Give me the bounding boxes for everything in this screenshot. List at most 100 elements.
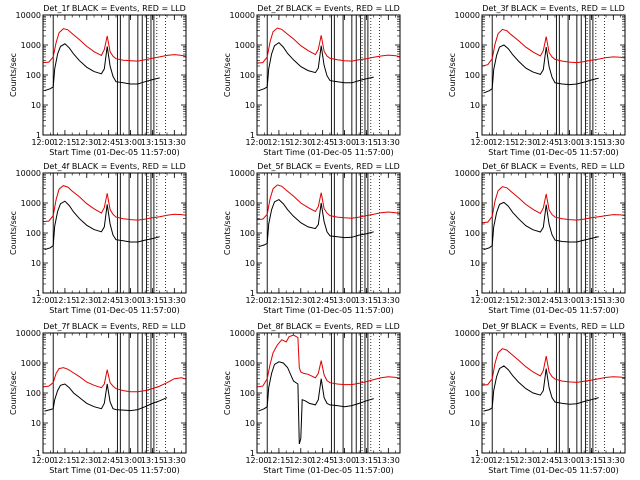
x-tick-label: 12:15 <box>492 456 515 465</box>
x-tick-label: 13:15 <box>141 138 164 147</box>
y-axis-label: Counts/sec <box>223 211 232 255</box>
chart-title: Det_2f BLACK = Events, RED = LLD <box>257 4 400 13</box>
lld-series-line <box>42 367 187 393</box>
y-tick-label: 10000 <box>455 169 480 178</box>
chart-panel: Det_4f BLACK = Events, RED = LLD Start Ti… <box>9 162 187 315</box>
x-tick-label: 12:30 <box>75 456 98 465</box>
x-tick-label: 13:15 <box>141 456 164 465</box>
x-tick-label: 12:15 <box>267 296 290 305</box>
y-tick-label: 1000 <box>235 41 255 50</box>
x-tick-label: 12:00 <box>245 138 268 147</box>
y-tick-label: 10 <box>245 101 255 110</box>
x-tick-label: 12:00 <box>245 456 268 465</box>
lld-series-line <box>256 184 401 221</box>
x-axis-label: Start Time (01-Dec-05 11:57:00) <box>49 306 180 315</box>
chart-panel: Det_8f BLACK = Events, RED = LLD Start Ti… <box>223 322 401 475</box>
y-tick-label: 1 <box>36 449 41 458</box>
y-tick-label: 100 <box>240 389 255 398</box>
y-tick-label: 10 <box>31 101 41 110</box>
lld-series-line <box>481 348 626 386</box>
plot-frame <box>42 172 187 294</box>
y-tick-label: 1 <box>475 289 480 298</box>
y-tick-label: 10000 <box>455 11 480 20</box>
x-tick-label: 12:00 <box>31 138 54 147</box>
x-axis-label: Start Time (01-Dec-05 11:57:00) <box>488 306 619 315</box>
y-tick-label: 10000 <box>16 11 41 20</box>
x-tick-label: 13:30 <box>602 456 625 465</box>
y-axis-label: Counts/sec <box>223 53 232 97</box>
chart-title: Det_3f BLACK = Events, RED = LLD <box>482 4 625 13</box>
x-tick-label: 12:45 <box>536 296 559 305</box>
x-axis-label: Start Time (01-Dec-05 11:57:00) <box>488 466 619 475</box>
plot-frame <box>42 332 187 454</box>
x-tick-label: 13:15 <box>580 456 603 465</box>
x-tick-label: 12:30 <box>75 138 98 147</box>
x-tick-label: 12:45 <box>311 456 334 465</box>
x-axis-label: Start Time (01-Dec-05 11:57:00) <box>488 148 619 157</box>
x-tick-label: 12:30 <box>289 456 312 465</box>
plot-frame <box>256 14 401 136</box>
events-series-line <box>44 43 160 92</box>
x-tick-label: 12:45 <box>97 456 120 465</box>
events-series-line <box>258 41 374 92</box>
x-tick-label: 13:30 <box>163 138 186 147</box>
x-axis-label: Start Time (01-Dec-05 11:57:00) <box>263 148 394 157</box>
chart-panel: Det_7f BLACK = Events, RED = LLD Start Ti… <box>9 322 187 475</box>
lld-series-line <box>481 28 626 67</box>
y-tick-label: 10 <box>31 419 41 428</box>
y-tick-label: 10000 <box>455 329 480 338</box>
x-tick-label: 13:15 <box>141 296 164 305</box>
lld-series-line <box>42 185 187 223</box>
y-tick-label: 100 <box>465 229 480 238</box>
x-tick-label: 12:15 <box>53 296 76 305</box>
plot-frame <box>42 14 187 136</box>
x-tick-label: 13:00 <box>558 138 581 147</box>
y-tick-label: 1 <box>475 449 480 458</box>
x-tick-label: 12:30 <box>514 296 537 305</box>
x-tick-label: 12:45 <box>97 138 120 147</box>
x-tick-label: 12:00 <box>31 296 54 305</box>
events-series-line <box>258 198 374 248</box>
y-tick-label: 100 <box>26 389 41 398</box>
x-tick-label: 12:15 <box>267 138 290 147</box>
x-tick-label: 13:30 <box>377 138 400 147</box>
x-tick-label: 12:15 <box>492 138 515 147</box>
y-tick-label: 100 <box>465 389 480 398</box>
y-tick-label: 1 <box>250 131 255 140</box>
y-tick-label: 1 <box>475 131 480 140</box>
y-tick-label: 100 <box>26 71 41 80</box>
y-tick-label: 1000 <box>460 41 480 50</box>
plot-frame <box>481 172 626 294</box>
x-axis-label: Start Time (01-Dec-05 11:57:00) <box>263 306 394 315</box>
chart-title: Det_6f BLACK = Events, RED = LLD <box>482 162 625 171</box>
y-axis-label: Counts/sec <box>448 371 457 415</box>
x-tick-label: 12:45 <box>97 296 120 305</box>
y-tick-label: 1 <box>36 289 41 298</box>
y-tick-label: 10000 <box>230 169 255 178</box>
x-tick-label: 12:30 <box>289 138 312 147</box>
y-tick-label: 1 <box>250 449 255 458</box>
y-axis-label: Counts/sec <box>448 211 457 255</box>
lld-series-line <box>256 334 401 388</box>
y-axis-label: Counts/sec <box>223 371 232 415</box>
y-tick-label: 1000 <box>21 359 41 368</box>
plot-frame <box>481 332 626 454</box>
y-tick-label: 10000 <box>230 329 255 338</box>
x-tick-label: 13:00 <box>119 138 142 147</box>
events-series-line <box>483 44 599 94</box>
x-tick-label: 13:00 <box>333 456 356 465</box>
chart-panel: Det_1f BLACK = Events, RED = LLD Start Ti… <box>9 4 187 157</box>
x-tick-label: 12:00 <box>245 296 268 305</box>
events-series-line <box>483 365 599 412</box>
x-tick-label: 12:00 <box>470 138 493 147</box>
x-tick-label: 12:00 <box>470 296 493 305</box>
y-tick-label: 1000 <box>21 199 41 208</box>
x-tick-label: 12:30 <box>514 138 537 147</box>
y-tick-label: 1000 <box>460 199 480 208</box>
y-tick-label: 10 <box>470 259 480 268</box>
x-tick-label: 13:30 <box>377 296 400 305</box>
y-tick-label: 10 <box>245 259 255 268</box>
x-tick-label: 12:15 <box>53 456 76 465</box>
chart-panel: Det_5f BLACK = Events, RED = LLD Start Ti… <box>223 162 401 315</box>
chart-title: Det_8f BLACK = Events, RED = LLD <box>257 322 400 331</box>
